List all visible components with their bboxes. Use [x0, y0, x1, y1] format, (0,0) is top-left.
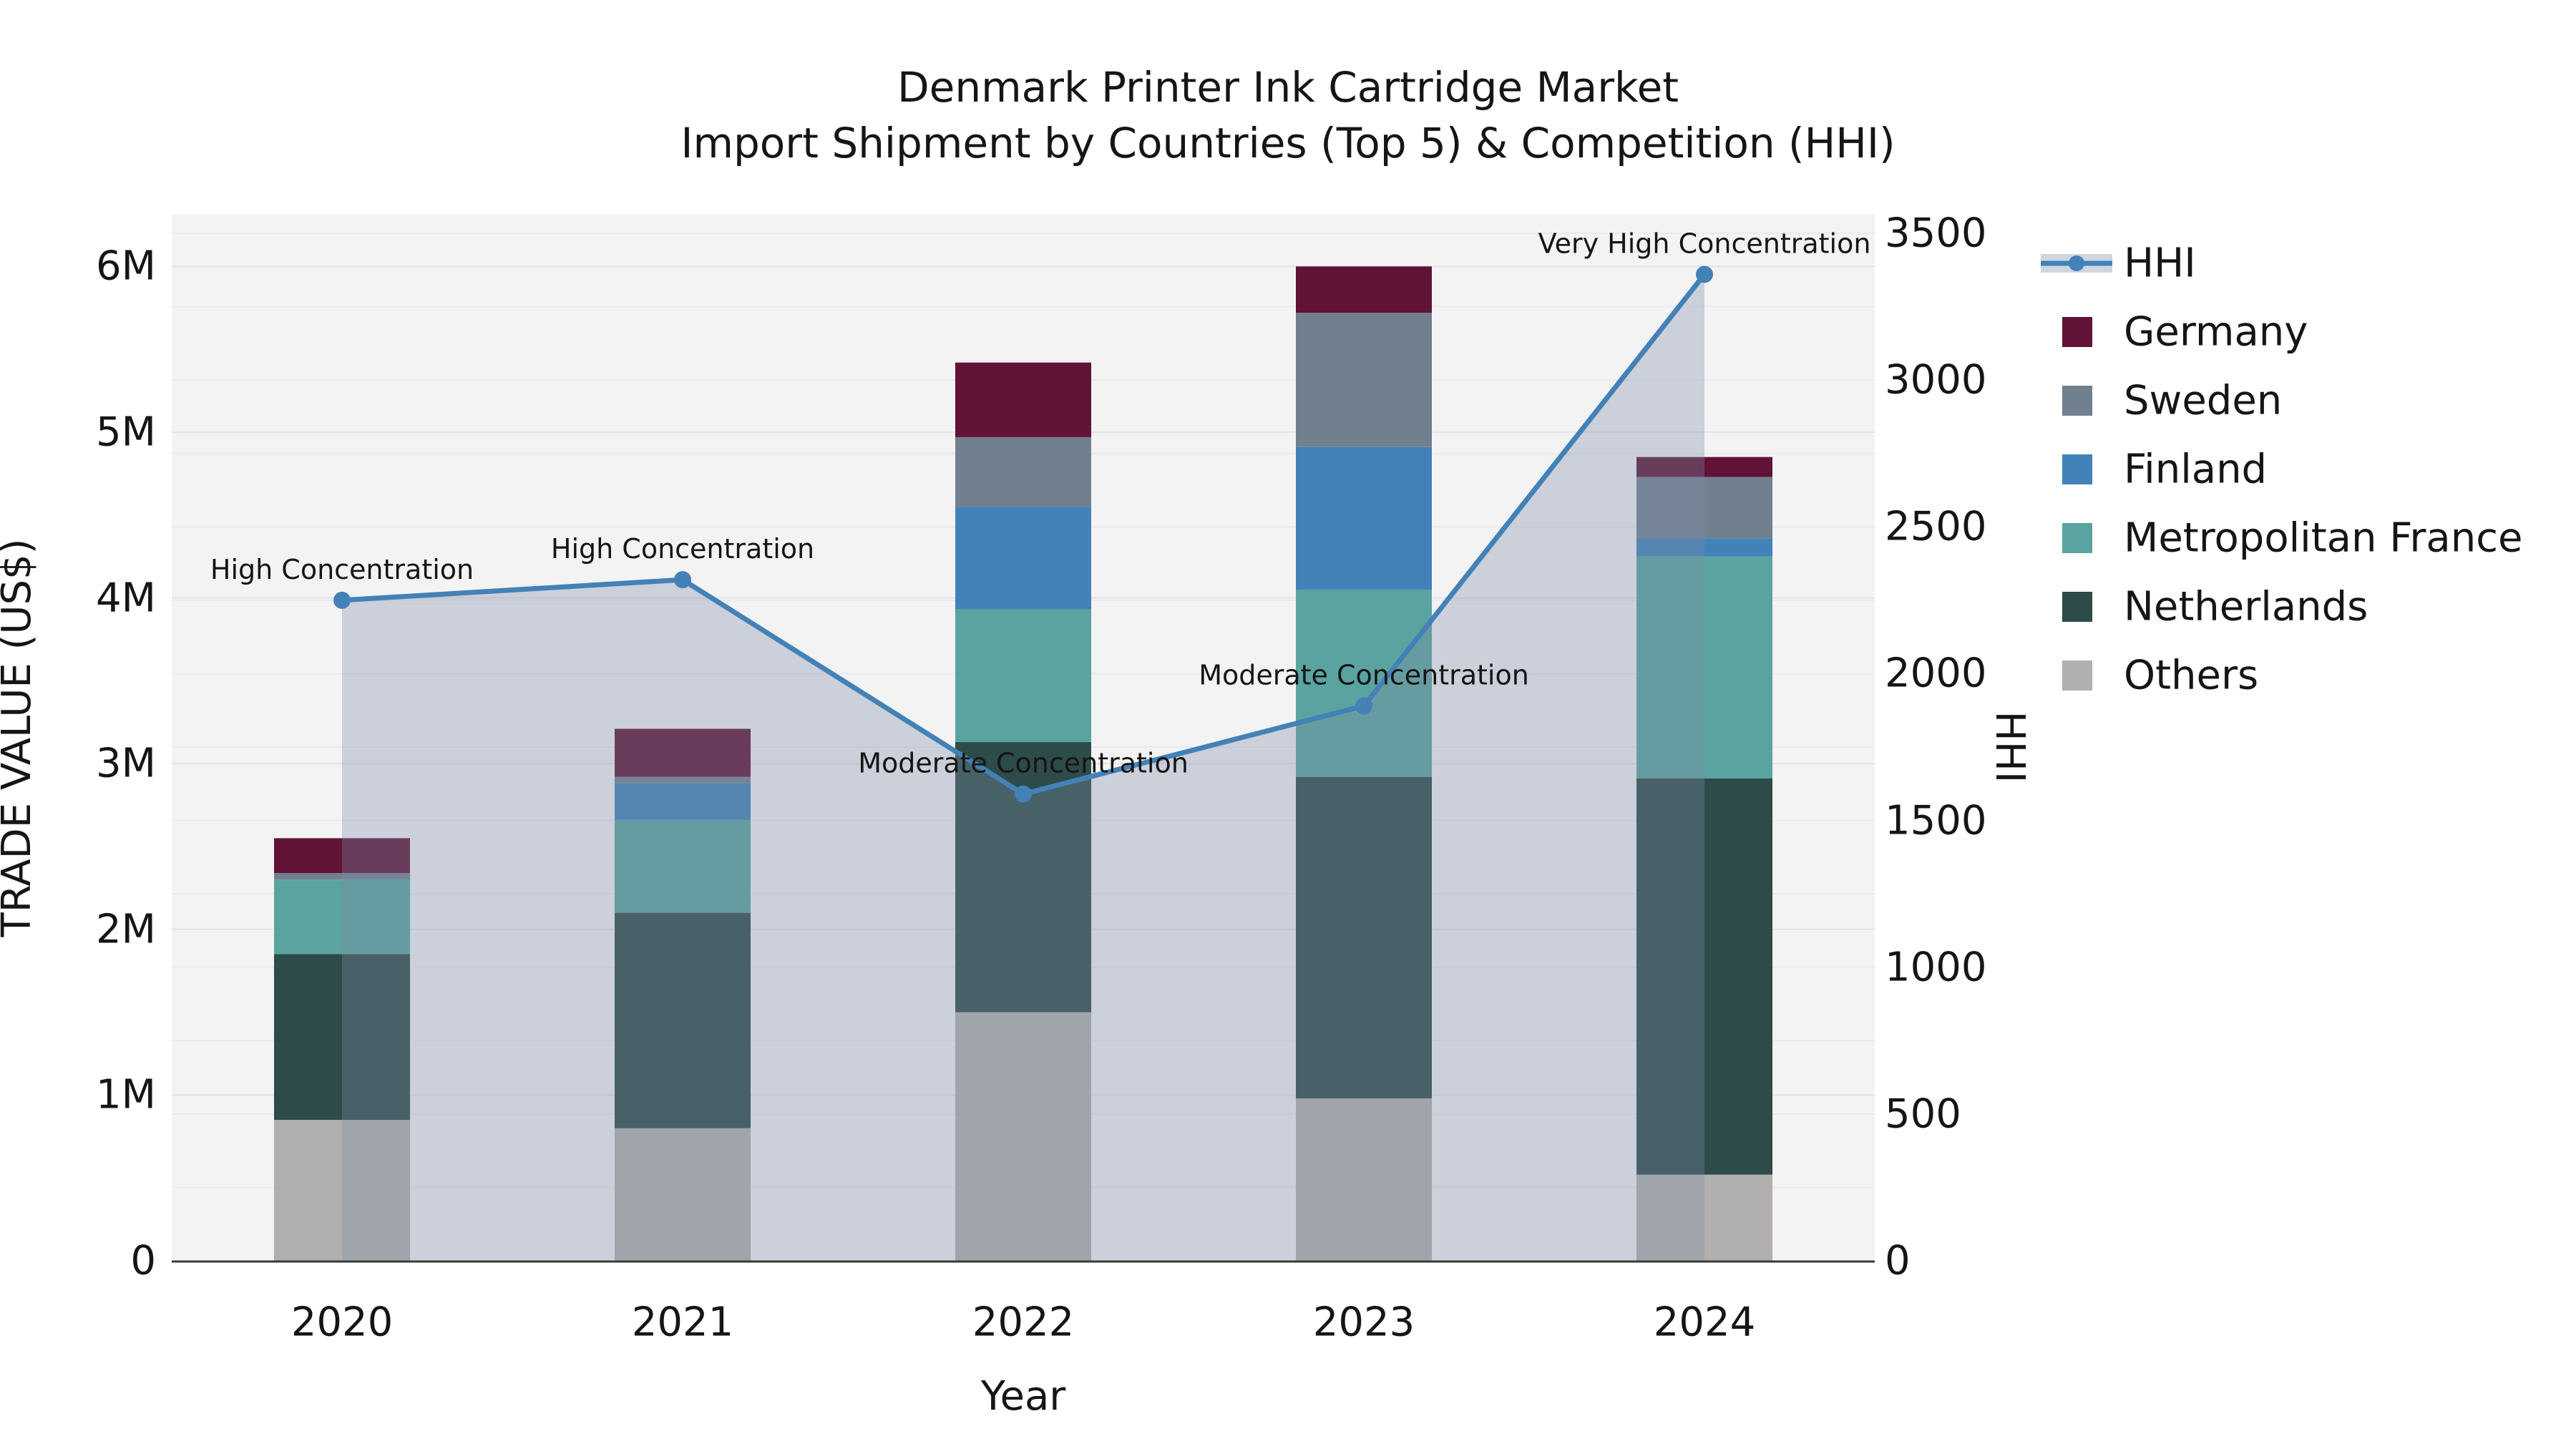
- right-axis-tick: 1500: [1885, 798, 1987, 844]
- annotation-2021: High Concentration: [551, 533, 814, 565]
- legend-label-metropolitan-france: Metropolitan France: [2124, 515, 2522, 562]
- left-axis-tick: 2M: [96, 907, 156, 953]
- annotation-2024: Very High Concentration: [1538, 228, 1871, 259]
- right-axis-tick: 500: [1885, 1091, 1961, 1138]
- bar-segment-sweden-2022[interactable]: [955, 436, 1091, 507]
- others-swatch-icon: [2062, 660, 2092, 691]
- bar-segment-germany-2021[interactable]: [615, 728, 751, 777]
- hhi-markers-layer: [333, 265, 1713, 803]
- bar-segment-finland-2021[interactable]: [615, 783, 751, 820]
- bar-segment-others-2023[interactable]: [1296, 1098, 1432, 1261]
- bar-segment-others-2022[interactable]: [955, 1012, 1091, 1261]
- legend-item-hhi[interactable]: HHI: [2041, 240, 2196, 287]
- right-axis-tick: 2000: [1885, 650, 1987, 697]
- left-axis-tick: 5M: [96, 409, 156, 456]
- metropolitan-france-swatch-icon: [2062, 523, 2092, 553]
- bar-segment-metropolitan-france-2021[interactable]: [615, 819, 751, 913]
- x-axis-tick: 2021: [632, 1299, 734, 1346]
- bar-segment-sweden-2021[interactable]: [615, 776, 751, 784]
- chart-title-line1: Denmark Printer Ink Cartridge Market: [897, 63, 1679, 112]
- left-axis-title: TRADE VALUE (US$): [0, 539, 40, 938]
- bar-segment-germany-2024[interactable]: [1636, 457, 1772, 477]
- hhi-marker-2023[interactable]: [1355, 697, 1372, 715]
- bar-segment-metropolitan-france-2020[interactable]: [274, 879, 410, 955]
- bar-segment-germany-2022[interactable]: [955, 362, 1091, 437]
- right-axis-tick: 3000: [1885, 357, 1987, 404]
- annotations-layer: High Concentration High Concentration Mode…: [210, 228, 1871, 779]
- bar-segment-finland-2023[interactable]: [1296, 447, 1432, 590]
- bar-segment-netherlands-2023[interactable]: [1296, 776, 1432, 1099]
- legend-item-germany[interactable]: Germany: [2062, 309, 2308, 356]
- stacked-bars-layer: [274, 266, 1772, 1261]
- annotation-2022: Moderate Concentration: [858, 748, 1189, 779]
- bar-segment-metropolitan-france-2023[interactable]: [1296, 589, 1432, 777]
- x-axis-title: Year: [980, 1373, 1067, 1420]
- hhi-area-fill: [342, 274, 1704, 1262]
- bar-segment-others-2024[interactable]: [1636, 1174, 1772, 1261]
- left-axis-tick: 0: [130, 1238, 156, 1284]
- stacked-bar-2024[interactable]: [1636, 457, 1772, 1261]
- left-axis-tick: 6M: [96, 243, 156, 290]
- bar-segment-others-2020[interactable]: [274, 1120, 410, 1261]
- bar-segment-sweden-2024[interactable]: [1636, 477, 1772, 539]
- hhi-marker-2020[interactable]: [333, 591, 351, 609]
- x-axis-tick: 2024: [1654, 1299, 1756, 1346]
- annotation-2023: Moderate Concentration: [1199, 660, 1529, 691]
- bar-segment-sweden-2020[interactable]: [274, 873, 410, 880]
- legend-label-germany: Germany: [2124, 309, 2308, 356]
- legend-label-finland: Finland: [2124, 447, 2267, 493]
- legend-label-hhi: HHI: [2124, 240, 2196, 287]
- legend-item-others[interactable]: Others: [2062, 653, 2258, 699]
- bar-segment-germany-2020[interactable]: [274, 838, 410, 874]
- bar-segment-netherlands-2021[interactable]: [615, 912, 751, 1128]
- bar-segment-sweden-2023[interactable]: [1296, 313, 1432, 447]
- right-axis-tick: 1000: [1885, 945, 1987, 991]
- x-axis-tick: 2020: [291, 1299, 394, 1346]
- legend-item-finland[interactable]: Finland: [2062, 447, 2267, 493]
- bar-segment-metropolitan-france-2024[interactable]: [1636, 556, 1772, 779]
- legend-label-sweden: Sweden: [2124, 378, 2282, 424]
- legend-item-sweden[interactable]: Sweden: [2062, 378, 2282, 424]
- bar-segment-others-2021[interactable]: [615, 1128, 751, 1261]
- stacked-bar-2022[interactable]: [955, 362, 1091, 1261]
- finland-swatch-icon: [2062, 454, 2092, 484]
- chart-title-line2: Import Shipment by Countries (Top 5) & C…: [680, 119, 1895, 167]
- legend-item-netherlands[interactable]: Netherlands: [2062, 584, 2368, 630]
- bar-segment-netherlands-2020[interactable]: [274, 954, 410, 1121]
- bar-segment-germany-2023[interactable]: [1296, 266, 1432, 313]
- legend-label-netherlands: Netherlands: [2124, 584, 2368, 630]
- legend: HHI Germany Sweden Finland Metropolitan …: [2041, 240, 2522, 699]
- germany-swatch-icon: [2062, 317, 2092, 347]
- right-axis-tick: 3500: [1885, 210, 1987, 257]
- bar-segment-finland-2022[interactable]: [955, 507, 1091, 610]
- hhi-marker-2024[interactable]: [1696, 265, 1713, 283]
- right-axis-tick: 0: [1885, 1238, 1911, 1284]
- left-axis-tick: 1M: [96, 1072, 156, 1118]
- legend-item-metropolitan-france[interactable]: Metropolitan France: [2062, 515, 2522, 562]
- bar-segment-finland-2024[interactable]: [1636, 538, 1772, 557]
- annotation-2020: High Concentration: [210, 554, 474, 585]
- stacked-bar-2020[interactable]: [274, 838, 410, 1261]
- hhi-marker-2021[interactable]: [674, 571, 691, 589]
- right-axis-tick: 2500: [1885, 504, 1987, 550]
- right-axis-title: HHI: [1986, 711, 2033, 784]
- legend-label-others: Others: [2124, 653, 2258, 699]
- netherlands-swatch-icon: [2062, 592, 2092, 622]
- x-axis-tick: 2022: [972, 1299, 1075, 1346]
- bar-segment-metropolitan-france-2022[interactable]: [955, 609, 1091, 743]
- sweden-swatch-icon: [2062, 386, 2092, 416]
- x-axis-tick: 2023: [1313, 1299, 1415, 1346]
- bar-segment-netherlands-2024[interactable]: [1636, 779, 1772, 1175]
- left-axis-tick: 3M: [96, 741, 156, 787]
- stacked-bar-2023[interactable]: [1296, 266, 1432, 1261]
- hhi-marker-icon: [2069, 255, 2084, 271]
- hhi-area-layer: [342, 274, 1704, 1262]
- left-axis-tick: 4M: [96, 575, 156, 622]
- stacked-bar-2021[interactable]: [615, 728, 751, 1261]
- hhi-marker-2022[interactable]: [1015, 785, 1032, 803]
